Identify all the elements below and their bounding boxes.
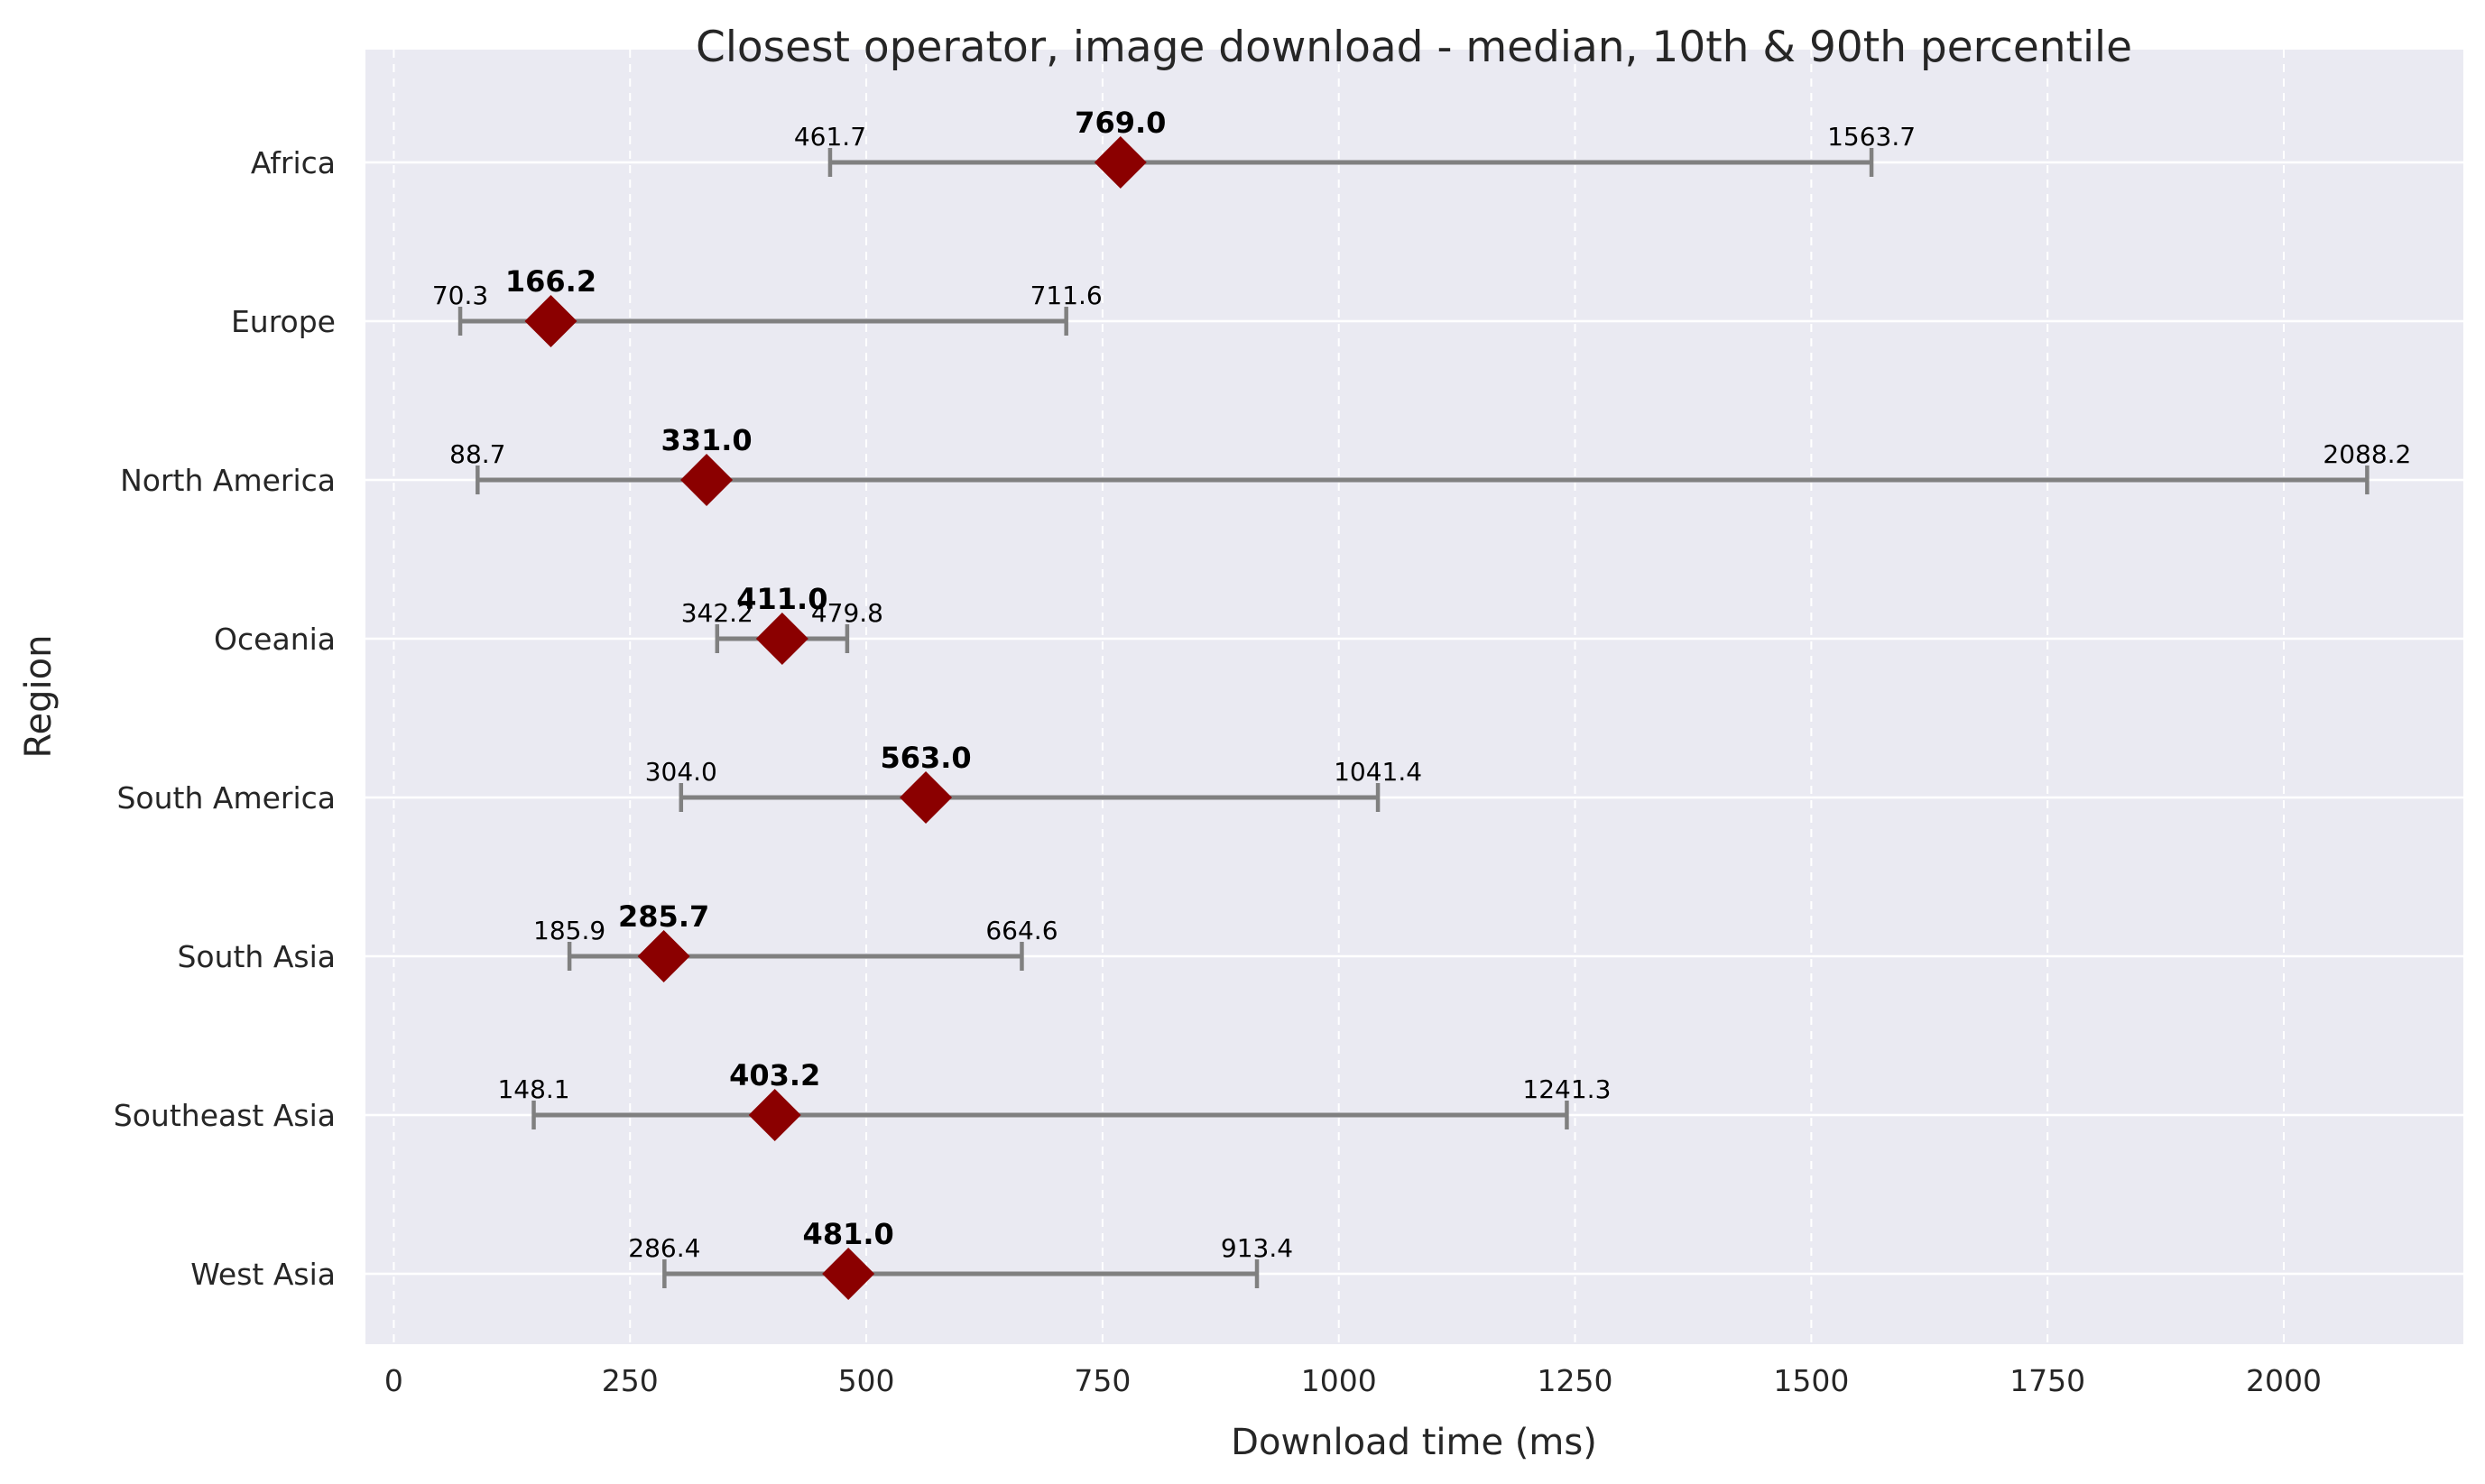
p10-label: 185.9 <box>533 916 605 945</box>
p90-label: 711.6 <box>1030 281 1103 310</box>
y-tick-label: Africa <box>251 145 336 180</box>
median-markers <box>524 136 1147 1300</box>
median-label: 285.7 <box>618 899 709 934</box>
x-axis-ticks: 0 250 500 750 1000 1250 1500 1750 2000 <box>384 1363 2322 1398</box>
p10-label: 148.1 <box>497 1074 569 1104</box>
median-label: 481.0 <box>803 1217 894 1251</box>
x-tick-label: 1250 <box>1538 1363 1613 1398</box>
p90-label: 479.8 <box>811 598 883 628</box>
y-tick-label: Oceania <box>214 622 336 657</box>
x-tick-label: 500 <box>838 1363 895 1398</box>
median-label: 166.2 <box>505 264 596 299</box>
x-tick-label: 1750 <box>2009 1363 2085 1398</box>
p90-label: 664.6 <box>985 916 1058 945</box>
y-tick-label: Southeast Asia <box>114 1098 336 1133</box>
x-tick-label: 1500 <box>1773 1363 1849 1398</box>
y-tick-label: South Asia <box>177 939 336 974</box>
x-tick-label: 0 <box>384 1363 403 1398</box>
y-tick-label: Europe <box>231 304 336 339</box>
value-labels: 461.7 1563.7 769.0 70.3 711.6 166.2 88.7 2088.2… <box>432 106 2412 1263</box>
p10-label: 286.4 <box>628 1233 700 1263</box>
x-tick-label: 2000 <box>2246 1363 2322 1398</box>
x-tick-label: 1000 <box>1301 1363 1377 1398</box>
median-marker <box>748 1089 801 1141</box>
y-tick-label: South America <box>116 780 336 816</box>
p10-label: 88.7 <box>449 439 505 469</box>
median-label: 403.2 <box>729 1058 820 1092</box>
median-label: 331.0 <box>661 423 752 457</box>
y-axis-label: Region <box>18 635 60 759</box>
y-tick-label: North America <box>120 463 336 498</box>
median-marker <box>900 771 953 824</box>
plot-area <box>365 50 2463 1344</box>
p90-label: 1563.7 <box>1827 122 1916 152</box>
p90-label: 2088.2 <box>2323 439 2411 469</box>
median-marker <box>755 613 808 665</box>
p10-label: 461.7 <box>794 122 866 152</box>
p10-label: 342.2 <box>681 598 753 628</box>
y-axis-ticks: Africa Europe North America Oceania South Am… <box>114 145 336 1292</box>
median-marker <box>822 1248 875 1300</box>
x-tick-label: 250 <box>602 1363 659 1398</box>
median-marker <box>1094 136 1147 189</box>
p10-label: 70.3 <box>432 281 488 310</box>
p90-label: 1241.3 <box>1522 1074 1611 1104</box>
median-label: 411.0 <box>736 582 827 616</box>
median-label: 563.0 <box>880 741 971 775</box>
median-marker <box>680 454 734 506</box>
p90-label: 1041.4 <box>1334 757 1422 787</box>
p90-label: 913.4 <box>1221 1233 1293 1263</box>
chart-title: Closest operator, image download - media… <box>696 23 2132 72</box>
x-axis-label: Download time (ms) <box>1231 1422 1597 1463</box>
x-tick-label: 750 <box>1074 1363 1131 1398</box>
median-marker <box>524 295 577 347</box>
median-marker <box>637 930 690 982</box>
y-tick-label: West Asia <box>190 1257 336 1292</box>
p10-label: 304.0 <box>645 757 717 787</box>
median-label: 769.0 <box>1075 106 1166 140</box>
